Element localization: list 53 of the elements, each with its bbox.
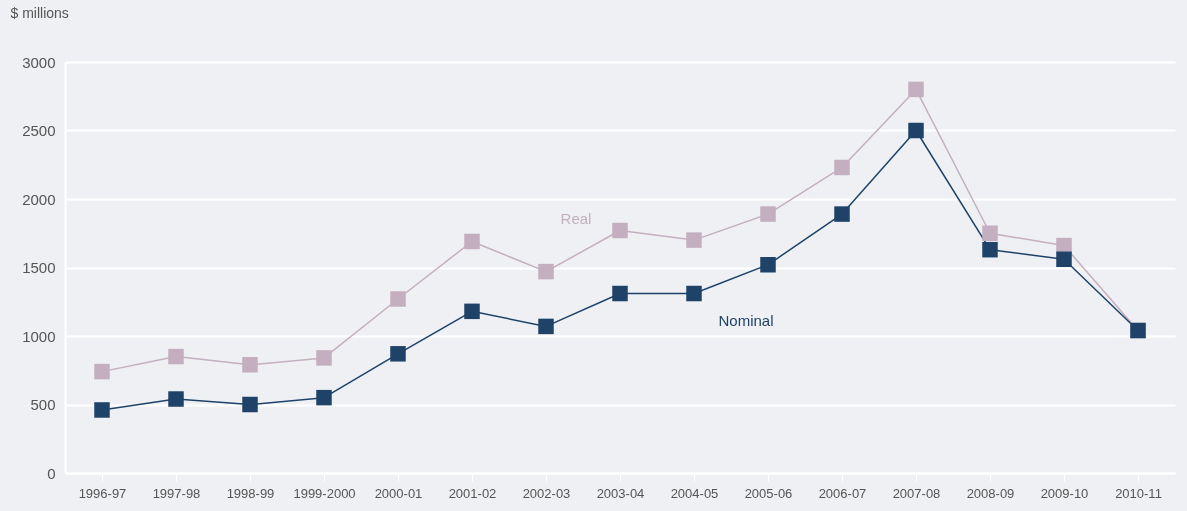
point <box>390 346 406 362</box>
series-label: Nominal <box>718 311 774 329</box>
y-tick-label: 500 <box>30 396 56 413</box>
x-tick-label: 2010-11 <box>1115 485 1162 501</box>
x-tick-label: 2005-06 <box>744 485 793 501</box>
point <box>1056 251 1072 268</box>
point <box>464 233 480 250</box>
x-tick-label: 2008-09 <box>966 485 1015 501</box>
x-tick-label: 2000-01 <box>374 485 423 501</box>
point <box>168 391 184 407</box>
x-tick-label: 2006-07 <box>818 485 867 501</box>
x-tick-label: 1997-98 <box>152 485 201 501</box>
point <box>760 257 776 273</box>
series-label: Real <box>560 209 592 227</box>
point <box>982 241 998 258</box>
x-tick-label: 2009-10 <box>1040 485 1089 501</box>
point <box>242 396 258 413</box>
point <box>168 348 184 365</box>
x-tick-label: 1996-97 <box>78 485 127 501</box>
point <box>834 206 850 222</box>
point <box>982 225 998 241</box>
x-tick-label: 1999-2000 <box>293 485 356 501</box>
y-tick-label: 3000 <box>22 53 56 71</box>
point <box>94 402 110 418</box>
x-tick-label: 1998-99 <box>226 485 275 501</box>
point <box>316 350 332 366</box>
x-tick-label: 2004-05 <box>670 485 719 501</box>
point <box>612 285 628 302</box>
point <box>760 206 776 222</box>
point <box>94 363 110 380</box>
point <box>686 232 702 248</box>
y-tick-label: 1500 <box>22 259 56 276</box>
point <box>1056 237 1072 254</box>
y-tick-label: 2500 <box>22 122 56 139</box>
point <box>908 122 924 139</box>
x-tick-label: 2007-08 <box>892 485 941 501</box>
y-axis-title: $ millions <box>10 4 69 21</box>
x-tick-label: 2002-03 <box>522 485 571 501</box>
x-tick-label: 2003-04 <box>596 485 645 501</box>
point <box>612 222 628 239</box>
point <box>538 263 554 280</box>
point <box>908 81 924 98</box>
y-tick-label: 2000 <box>22 190 56 208</box>
x-tick-label: 2001-02 <box>448 485 497 501</box>
y-tick-label: 1000 <box>22 327 56 345</box>
y-tick-label: 0 <box>47 464 56 482</box>
point <box>316 389 332 406</box>
point <box>538 318 554 335</box>
point <box>464 303 480 320</box>
point <box>242 357 258 373</box>
point <box>834 159 850 176</box>
point <box>686 285 702 302</box>
point <box>390 291 406 307</box>
